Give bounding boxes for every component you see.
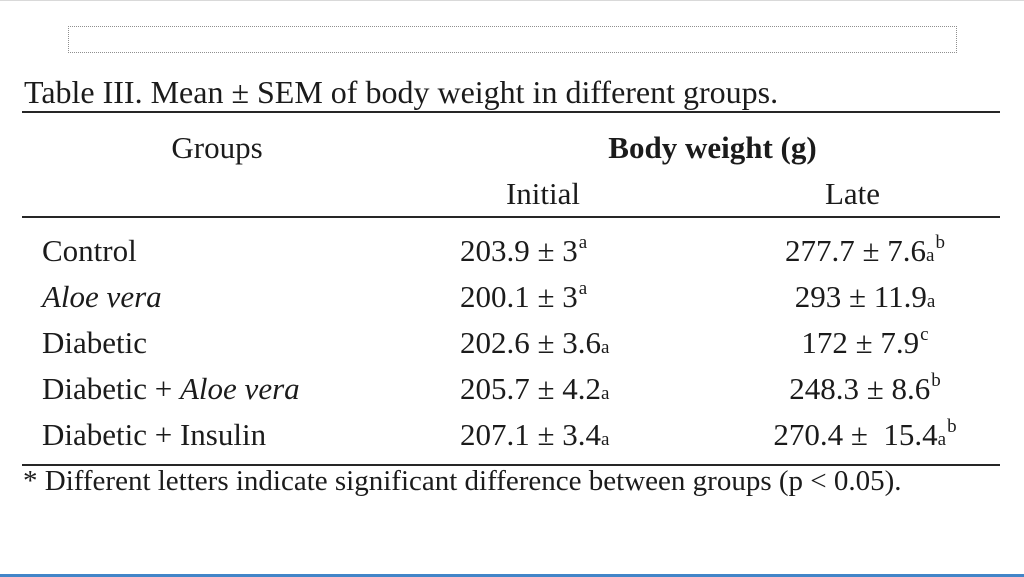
cell-value: 270.4 ± 15.4 (773, 417, 938, 452)
late-cell: 270.4 ± 15.4ab (705, 412, 1024, 458)
table-header-rule (22, 216, 1000, 218)
group-label: Diabetic + Insulin (42, 417, 267, 452)
late-cell: 277.7 ± 7.6ab (705, 228, 1024, 274)
significance-letter: c (920, 324, 929, 345)
column-subheader-initial: Initial (505, 176, 581, 211)
significance-letter: b (935, 232, 945, 253)
late-cell: 248.3 ± 8.6b (705, 366, 1024, 412)
table-row: Diabetic 202.6 ± 3.6a 172 ± 7.9c (0, 320, 1024, 366)
initial-cell: 205.7 ± 4.2a (460, 366, 609, 412)
column-header-body-weight: Body weight (g) (608, 130, 817, 165)
initial-cell: 207.1 ± 3.4a (460, 412, 609, 458)
cell-value: 293 ± 11.9 (794, 279, 927, 314)
initial-cell: 202.6 ± 3.6a (460, 320, 609, 366)
significance-letter: a (601, 337, 610, 358)
late-cell: 172 ± 7.9c (705, 320, 1024, 366)
cell-value: 205.7 ± 4.2 (460, 371, 602, 406)
group-label: Control (42, 233, 137, 268)
group-cell: Aloe vera (42, 274, 162, 320)
initial-cell: 203.9 ± 3a (460, 228, 587, 274)
dotted-annotation-box[interactable] (68, 26, 957, 53)
window-bottom-edge-line (0, 574, 1024, 577)
significance-letter: b (931, 370, 941, 391)
group-cell: Diabetic + Aloe vera (42, 366, 300, 412)
table-row: Control 203.9 ± 3a 277.7 ± 7.6ab (0, 228, 1024, 274)
table-caption: Table III. Mean ± SEM of body weight in … (24, 74, 779, 110)
significance-letter: a (578, 232, 588, 253)
significance-letter: a (937, 429, 947, 450)
significance-letter: b (947, 416, 957, 437)
table-row: Diabetic + Insulin 207.1 ± 3.4a 270.4 ± 15… (0, 412, 1024, 458)
group-label: Aloe vera (180, 371, 300, 406)
cell-value: 248.3 ± 8.6 (789, 371, 931, 406)
table-row: Diabetic + Aloe vera 205.7 ± 4.2a 248.3 ± … (0, 366, 1024, 412)
cell-value: 207.1 ± 3.4 (460, 417, 602, 452)
group-cell: Diabetic + Insulin (42, 412, 266, 458)
initial-cell: 200.1 ± 3a (460, 274, 587, 320)
significance-letter: a (926, 291, 936, 312)
cell-value: 277.7 ± 7.6 (785, 233, 927, 268)
significance-letter: a (601, 383, 610, 404)
group-label: Diabetic (42, 325, 148, 360)
late-cell: 293 ± 11.9a (705, 274, 1024, 320)
cell-value: 203.9 ± 3 (460, 233, 578, 268)
group-label: Aloe vera (42, 279, 162, 314)
group-cell: Diabetic (42, 320, 147, 366)
cell-value: 202.6 ± 3.6 (460, 325, 602, 360)
significance-letter: a (926, 245, 935, 266)
column-header-groups: Groups (171, 130, 263, 165)
window-top-edge-line (0, 0, 1024, 1)
significance-letter: a (578, 278, 588, 299)
cell-value: 200.1 ± 3 (460, 279, 578, 314)
table-footnote: * Different letters indicate significant… (23, 465, 902, 497)
column-subheader-late: Late (824, 176, 881, 211)
table-top-rule (22, 111, 1000, 113)
group-label: Diabetic + (42, 371, 180, 406)
table-bottom-rule (22, 464, 1000, 466)
cell-value: 172 ± 7.9 (801, 325, 920, 360)
group-cell: Control (42, 228, 137, 274)
significance-letter: a (601, 429, 610, 450)
table-row: Aloe vera 200.1 ± 3a 293 ± 11.9a (0, 274, 1024, 320)
